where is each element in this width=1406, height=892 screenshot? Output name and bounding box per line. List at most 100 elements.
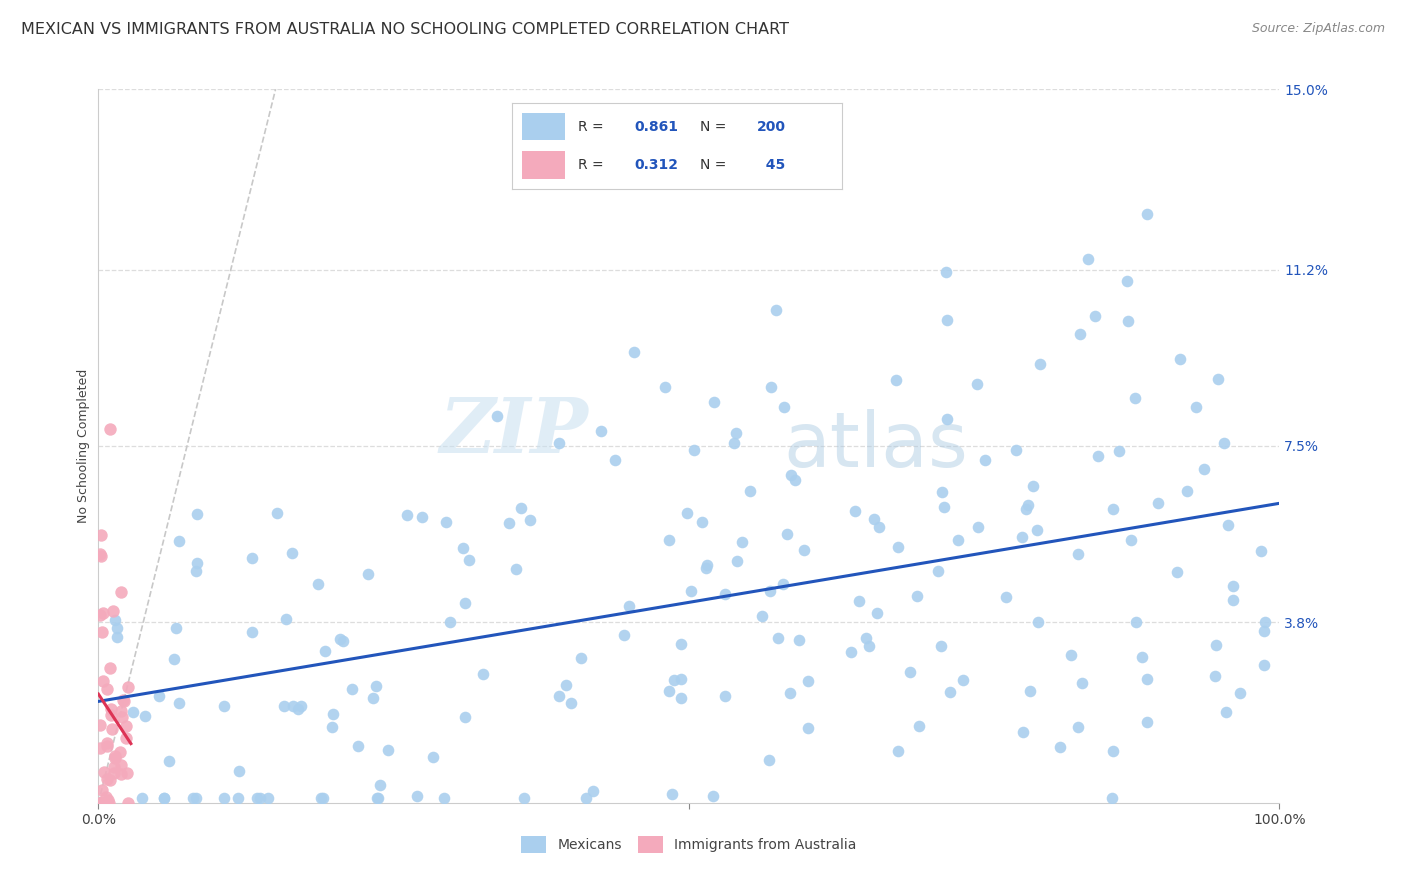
- Point: [111, 693, 134, 707]
- Point: [664, 673, 686, 687]
- Point: [935, 412, 957, 426]
- Point: [908, 719, 931, 733]
- Point: [935, 264, 957, 278]
- Point: [1229, 685, 1251, 699]
- Point: [98, 772, 121, 787]
- Point: [100, 702, 122, 716]
- Point: [761, 379, 783, 393]
- Point: [153, 791, 176, 805]
- Point: [796, 721, 818, 735]
- Point: [458, 553, 481, 567]
- Point: [772, 576, 794, 591]
- Point: [1204, 669, 1226, 683]
- Point: [1014, 502, 1036, 516]
- Point: [228, 791, 250, 805]
- Point: [1060, 648, 1083, 663]
- Point: [886, 541, 908, 555]
- Point: [613, 628, 636, 642]
- Point: [471, 666, 494, 681]
- Text: atlas: atlas: [783, 409, 969, 483]
- Point: [725, 554, 748, 568]
- Point: [228, 764, 250, 778]
- Point: [108, 745, 131, 759]
- Point: [439, 615, 461, 630]
- Point: [1087, 449, 1109, 463]
- Point: [91, 673, 114, 688]
- Point: [1084, 309, 1107, 323]
- Point: [513, 791, 536, 805]
- Text: 0.312: 0.312: [634, 158, 678, 172]
- Point: [1025, 523, 1047, 537]
- Point: [1017, 498, 1039, 512]
- Point: [103, 760, 125, 774]
- Point: [89, 796, 111, 810]
- Text: ZIP: ZIP: [440, 395, 589, 468]
- Point: [692, 515, 714, 529]
- Point: [929, 640, 952, 654]
- Point: [1101, 744, 1123, 758]
- Point: [973, 453, 995, 467]
- Point: [1254, 615, 1277, 629]
- Point: [117, 680, 139, 694]
- Point: [454, 596, 477, 610]
- Point: [841, 645, 863, 659]
- Point: [281, 546, 304, 560]
- Point: [796, 673, 818, 688]
- Point: [1192, 462, 1215, 476]
- Legend: Mexicans, Immigrants from Australia: Mexicans, Immigrants from Australia: [515, 830, 863, 860]
- Point: [307, 577, 329, 591]
- Point: [112, 694, 135, 708]
- Point: [1166, 565, 1188, 579]
- Point: [1253, 624, 1275, 638]
- Point: [1067, 720, 1090, 734]
- Point: [1213, 436, 1236, 450]
- Point: [90, 796, 112, 810]
- Point: [89, 718, 111, 732]
- FancyBboxPatch shape: [522, 113, 565, 140]
- Point: [266, 506, 288, 520]
- Point: [89, 608, 111, 623]
- Point: [115, 718, 138, 732]
- Point: [165, 621, 187, 635]
- Point: [395, 508, 418, 523]
- Point: [281, 698, 304, 713]
- Point: [1121, 533, 1143, 548]
- Point: [768, 631, 790, 645]
- Point: [184, 791, 207, 805]
- Point: [866, 606, 889, 620]
- Point: [1029, 357, 1052, 371]
- Point: [1116, 274, 1139, 288]
- Point: [868, 520, 890, 534]
- Point: [505, 561, 527, 575]
- Point: [411, 510, 433, 524]
- Point: [98, 422, 121, 436]
- Point: [91, 624, 114, 639]
- Point: [1011, 530, 1033, 544]
- Point: [367, 791, 389, 805]
- Point: [560, 696, 582, 710]
- Point: [96, 736, 118, 750]
- Point: [702, 789, 724, 803]
- Point: [855, 632, 877, 646]
- Point: [290, 699, 312, 714]
- Point: [1147, 496, 1170, 510]
- Point: [287, 702, 309, 716]
- Point: [332, 633, 354, 648]
- Point: [946, 533, 969, 547]
- Point: [105, 631, 128, 645]
- Point: [1136, 672, 1159, 686]
- Point: [98, 796, 121, 810]
- Y-axis label: No Schooling Completed: No Schooling Completed: [77, 369, 90, 523]
- Point: [765, 302, 787, 317]
- Point: [406, 789, 429, 804]
- Point: [186, 556, 208, 570]
- Text: Source: ZipAtlas.com: Source: ZipAtlas.com: [1251, 22, 1385, 36]
- Point: [111, 710, 134, 724]
- Point: [91, 607, 114, 621]
- Point: [1222, 592, 1244, 607]
- Point: [167, 533, 190, 548]
- Point: [905, 589, 928, 603]
- Point: [547, 689, 569, 703]
- Point: [931, 485, 953, 500]
- Point: [751, 609, 773, 624]
